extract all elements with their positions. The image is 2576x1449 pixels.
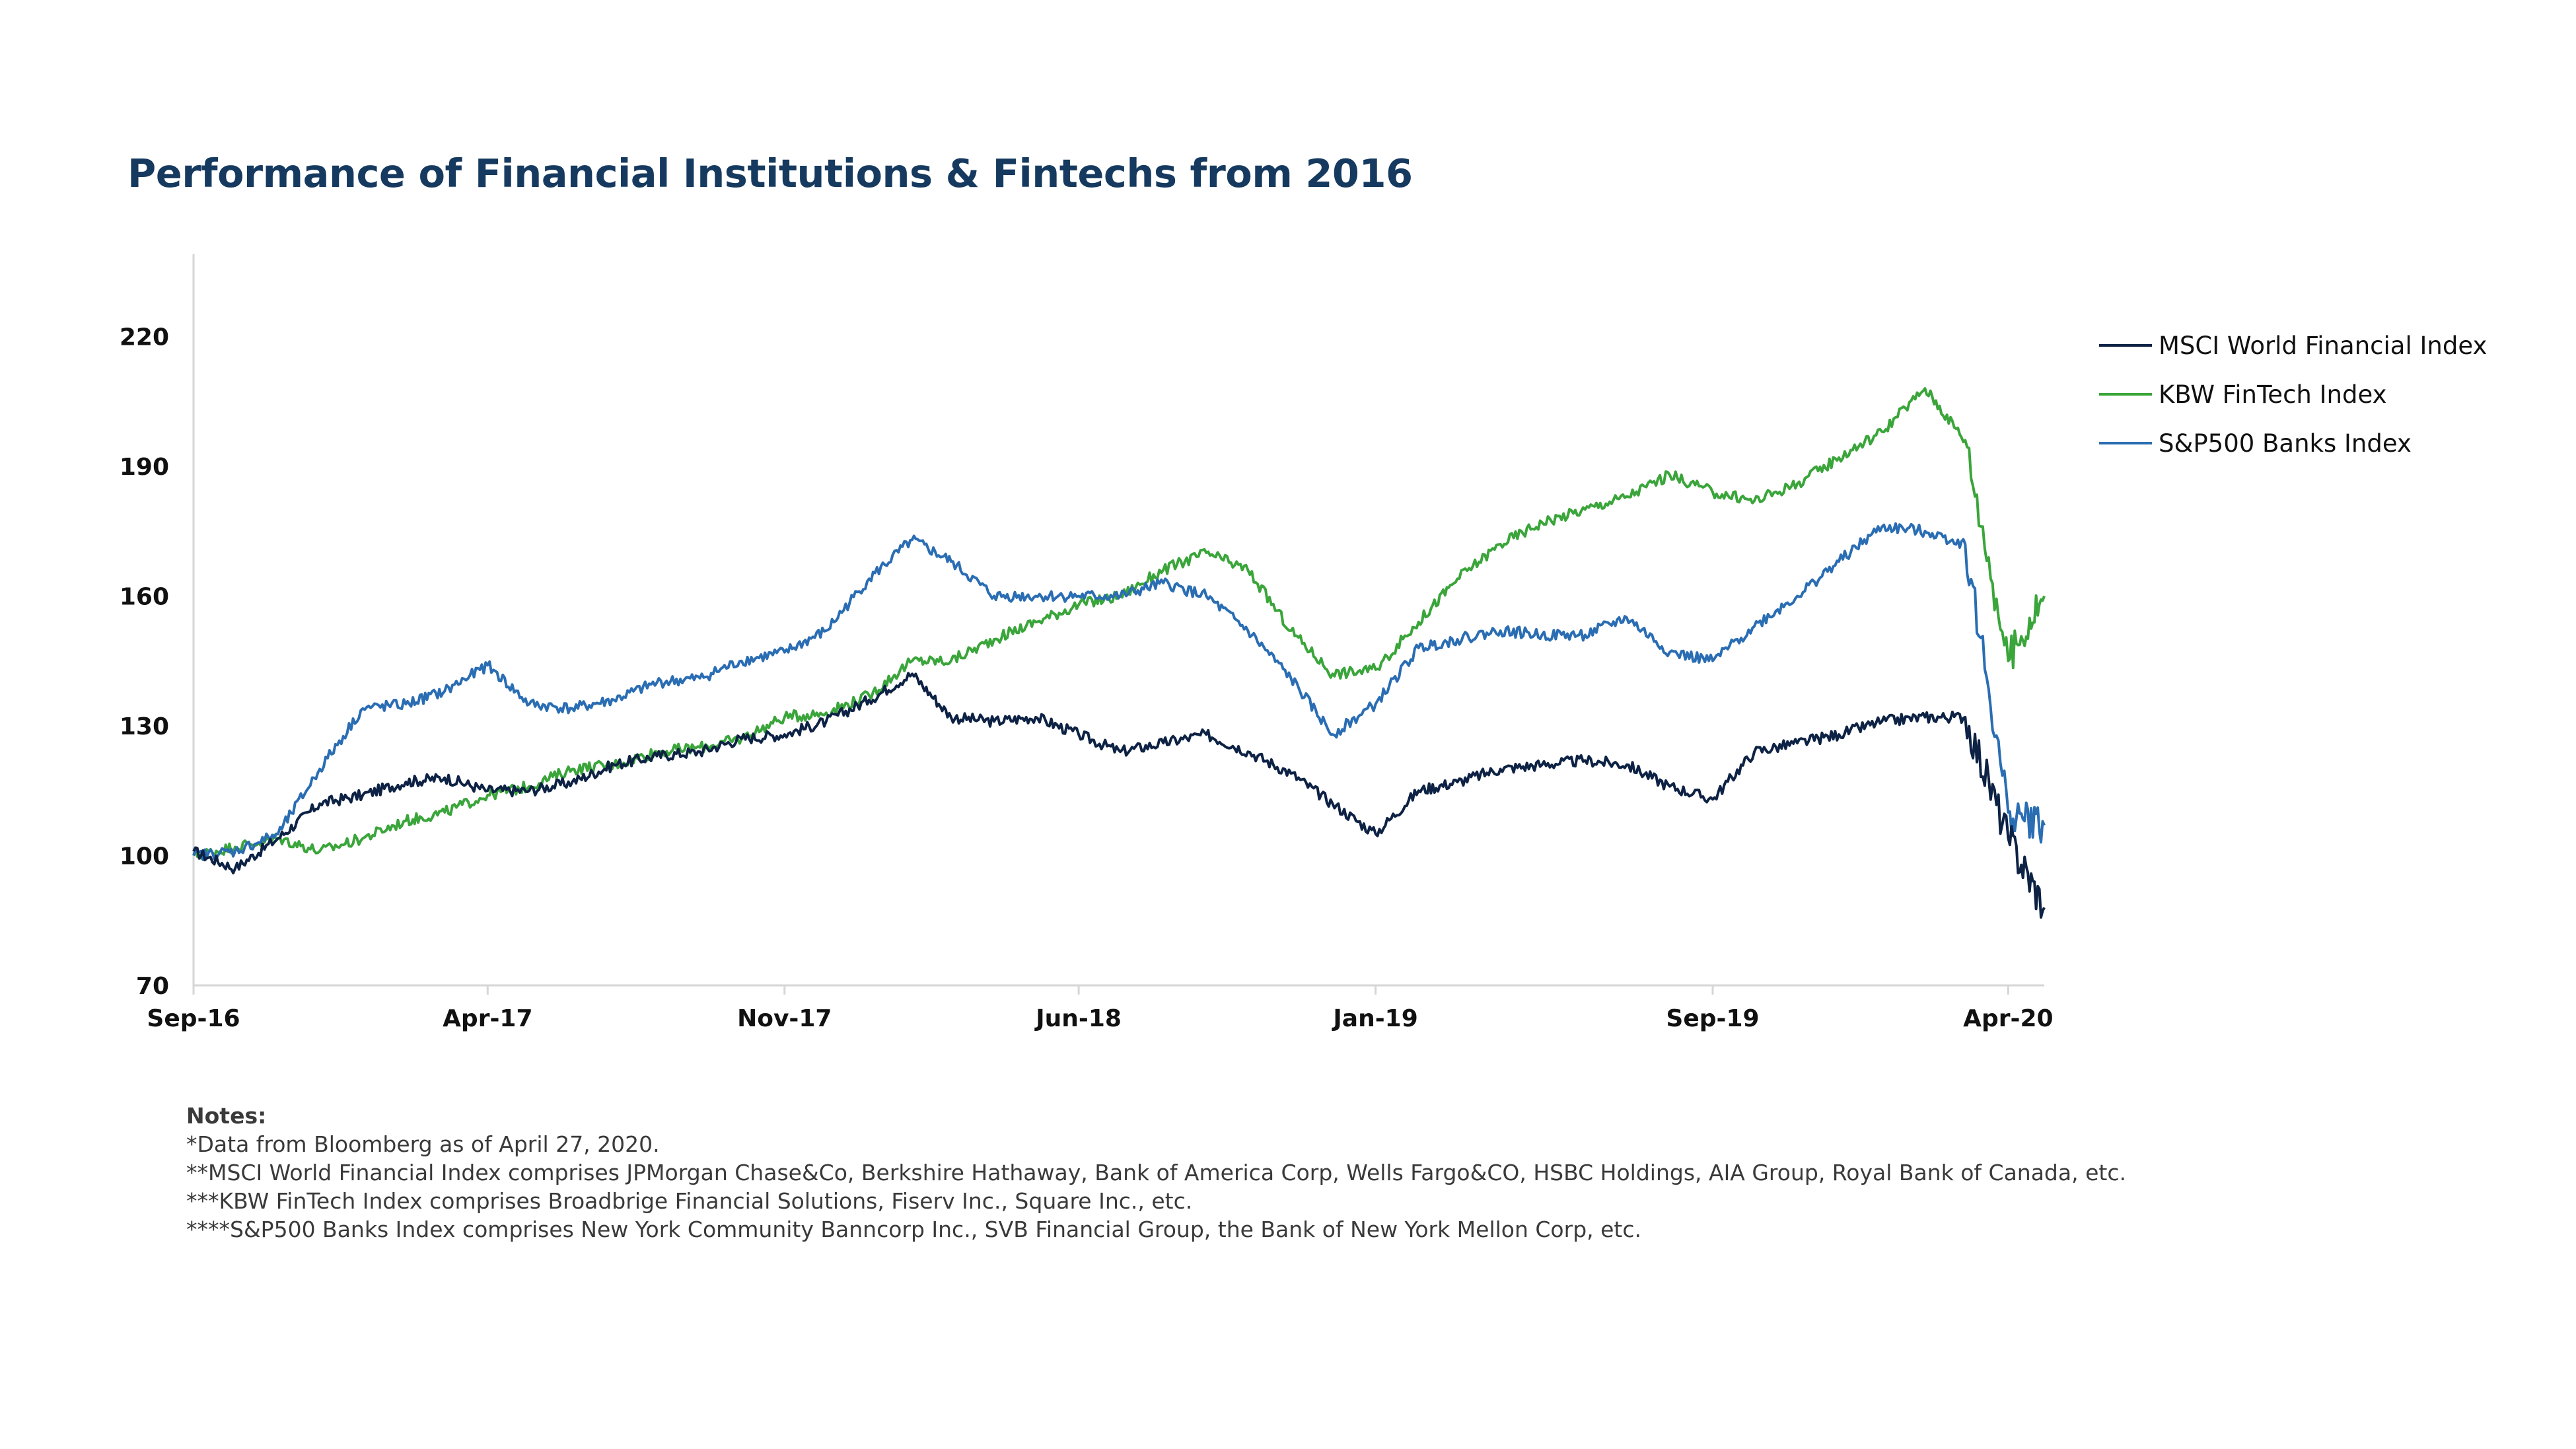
y-tick-label: 70 — [136, 973, 169, 1000]
series-line — [192, 522, 2046, 861]
y-tick-label: 220 — [120, 324, 169, 351]
x-tick-label: Apr-17 — [443, 1005, 532, 1032]
note-sp500: ****S&P500 Banks Index comprises New Yor… — [186, 1217, 1641, 1242]
x-tick-label: Nov-17 — [737, 1005, 832, 1032]
line-chart: 70 100 130 160 190 220 Sep-16 Apr-17 Nov-17 Jun-… — [120, 254, 2487, 1032]
y-tick-labels: 70 100 130 160 190 220 — [120, 324, 169, 1000]
x-tick-label: Sep-16 — [147, 1005, 240, 1032]
series-lines — [192, 387, 2046, 919]
x-tick-label: Sep-19 — [1666, 1005, 1759, 1032]
note-kbw: ***KBW FinTech Index comprises Broadbrig… — [186, 1188, 1193, 1214]
series-line — [192, 672, 2046, 919]
x-tick-labels: Sep-16 Apr-17 Nov-17 Jun-18 Jan-19 Sep-19 Apr-… — [147, 985, 2054, 1032]
note-data-source: *Data from Bloomberg as of April 27, 202… — [186, 1131, 660, 1157]
legend-label: S&P500 Banks Index — [2159, 429, 2412, 458]
note-msci: **MSCI World Financial Index comprises J… — [186, 1160, 2126, 1185]
notes: Notes: *Data from Bloomberg as of April … — [186, 1102, 2366, 1244]
y-tick-label: 100 — [120, 843, 169, 870]
y-tick-label: 190 — [120, 454, 169, 481]
x-tick-label: Jan-19 — [1331, 1005, 1417, 1032]
x-tick-label: Jun-18 — [1034, 1005, 1122, 1032]
notes-heading: Notes: — [186, 1103, 267, 1129]
y-tick-label: 160 — [120, 583, 169, 610]
legend: MSCI World Financial Index KBW FinTech In… — [2099, 332, 2487, 458]
y-tick-label: 130 — [120, 713, 169, 740]
x-tick-label: Apr-20 — [1963, 1005, 2053, 1032]
legend-label: KBW FinTech Index — [2159, 380, 2386, 409]
legend-label: MSCI World Financial Index — [2159, 332, 2487, 360]
chart-title: Performance of Financial Institutions & … — [127, 151, 1413, 196]
